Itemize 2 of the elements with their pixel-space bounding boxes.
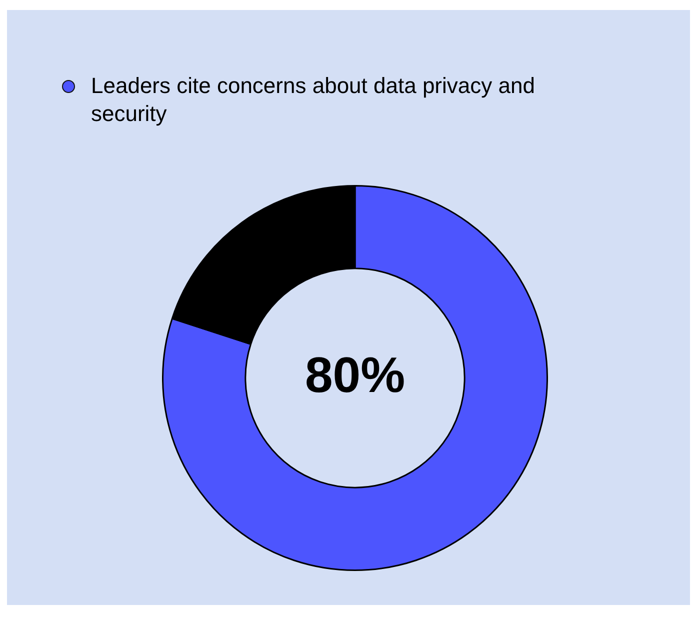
data-label: 80% xyxy=(304,346,406,403)
legend-label: Leaders cite concerns about data privacy and security xyxy=(91,72,536,128)
